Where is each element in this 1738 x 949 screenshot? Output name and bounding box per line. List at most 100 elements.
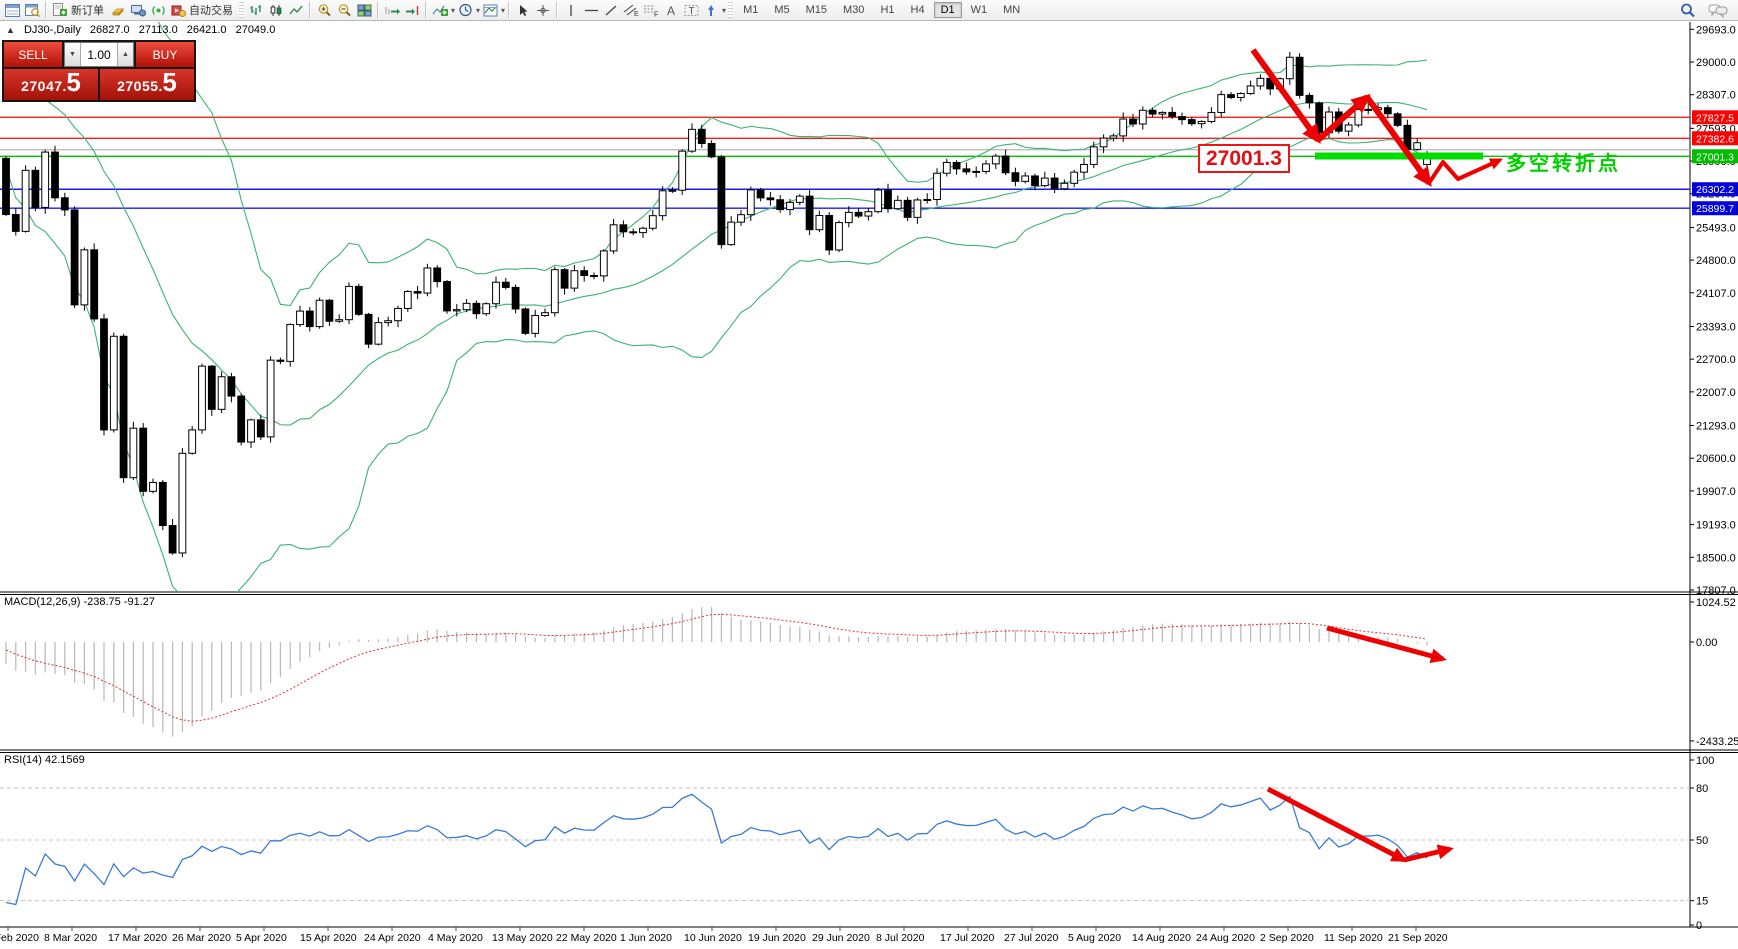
svg-text:11 Sep 2020: 11 Sep 2020 [1324,932,1383,944]
buy-price-main: 27055 [117,78,159,94]
svg-text:2 Sep 2020: 2 Sep 2020 [1260,932,1314,944]
volume-field: ▼ 1.00 ▲ [64,42,134,67]
svg-text:-2433.25: -2433.25 [1696,736,1738,748]
text-icon[interactable]: A [661,1,681,19]
svg-text:19 Jun 2020: 19 Jun 2020 [748,932,806,944]
tab-timeframe-D1[interactable]: D1 [933,2,962,18]
auto-trading-icon[interactable] [168,1,188,19]
svg-text:22700.0: 22700.0 [1696,354,1736,366]
text-label-icon[interactable]: T [681,1,701,19]
trendline-icon[interactable] [601,1,621,19]
svg-text:22007.0: 22007.0 [1696,387,1736,399]
volume-increase-button[interactable]: ▲ [117,43,133,66]
buy-price-button[interactable]: 27055 . 5 [100,69,194,100]
auto-trading-label[interactable]: 自动交易 [189,5,233,17]
svg-text:24 Aug 2020: 24 Aug 2020 [1196,932,1255,944]
svg-text:50: 50 [1696,835,1708,847]
arrows-tool-icon[interactable] [701,1,721,19]
sell-button[interactable]: SELL [4,42,62,67]
svg-text:5 Apr 2020: 5 Apr 2020 [236,932,287,944]
templates-icon[interactable] [480,1,500,19]
new-order-icon[interactable] [50,1,70,19]
crosshair-icon[interactable] [533,1,553,19]
svg-text:24800.0: 24800.0 [1696,255,1736,267]
svg-text:27 Jul 2020: 27 Jul 2020 [1004,932,1058,944]
svg-text:27382.6: 27382.6 [1696,133,1734,145]
market-watch-icon[interactable] [2,1,22,19]
svg-text:18500.0: 18500.0 [1696,552,1736,564]
tab-timeframe-W1[interactable]: W1 [970,4,988,16]
tab-timeframe-H1[interactable]: H1 [880,4,895,16]
svg-text:25899.7: 25899.7 [1696,203,1734,215]
zoom-out-icon[interactable] [334,1,354,19]
svg-text:17 Mar 2020: 17 Mar 2020 [108,932,167,944]
svg-text:21293.0: 21293.0 [1696,421,1736,433]
svg-text:19907.0: 19907.0 [1696,486,1736,498]
ohlc-close: 27049.0 [235,24,276,36]
templates-dropdown[interactable]: ▾ [501,5,506,15]
sell-price-button[interactable]: 27047 . 5 [4,69,98,100]
svg-text:24107.0: 24107.0 [1696,288,1736,300]
svg-text:4 May 2020: 4 May 2020 [428,932,483,944]
periods-icon[interactable] [455,1,475,19]
auto-scroll-icon[interactable] [382,1,402,19]
indicators-dropdown[interactable]: ▾ [451,5,456,15]
svg-text:0.00: 0.00 [1696,637,1717,649]
svg-text:19193.0: 19193.0 [1696,520,1736,532]
candle-mode-icon[interactable] [266,1,286,19]
signal-icon[interactable] [148,1,168,19]
indicators-icon[interactable] [430,1,450,19]
volume-input[interactable]: 1.00 [87,47,111,62]
toolbar: 新订单 自动交易 ▾ ▾ ▾ E F A T ▾ M1 M5 M15 M30 H1 H4 D [0,0,1738,21]
arrows-tool-dropdown[interactable]: ▾ [722,5,727,15]
tab-timeframe-M5[interactable]: M5 [774,4,790,16]
tab-timeframe-H4[interactable]: H4 [910,4,925,16]
tab-timeframe-M30[interactable]: M30 [843,4,865,16]
equidistant-channel-icon[interactable]: E [621,1,641,19]
trade-gold-icon[interactable] [108,1,128,19]
svg-text:A: A [667,4,675,17]
macd-label: MACD(12,26,9) -238.75 -91.27 [4,596,156,608]
price-callout[interactable]: 27001.3 [1198,144,1290,173]
turning-point-annotation[interactable]: 多空转折点 [1506,153,1621,175]
bar-chart-mode-icon[interactable] [246,1,266,19]
collapse-icon[interactable]: ▲ [6,25,15,35]
tab-timeframe-M15[interactable]: M15 [805,4,828,16]
svg-text:25493.0: 25493.0 [1696,222,1736,234]
buy-button[interactable]: BUY [136,42,194,67]
data-window-icon[interactable] [22,1,42,19]
svg-text:10 Jun 2020: 10 Jun 2020 [684,932,742,944]
svg-text:27 Feb 2020: 27 Feb 2020 [0,932,39,944]
horizontal-line-icon[interactable] [581,1,601,19]
svg-text:27001.3: 27001.3 [1696,151,1734,163]
svg-text:8 Mar 2020: 8 Mar 2020 [44,932,97,944]
zoom-in-icon[interactable] [314,1,334,19]
tab-timeframe-MN[interactable]: MN [1003,4,1021,16]
tab-timeframe-M1[interactable]: M1 [743,4,759,16]
svg-text:22 May 2020: 22 May 2020 [556,932,617,944]
chat-icon[interactable] [1708,1,1728,19]
fibonacci-icon[interactable]: F [641,1,661,19]
rsi-label: RSI(14) 42.1569 [4,754,85,766]
cursor-icon[interactable] [513,1,533,19]
vertical-line-icon[interactable] [561,1,581,19]
periods-dropdown[interactable]: ▾ [476,5,481,15]
svg-text:13 May 2020: 13 May 2020 [492,932,553,944]
svg-text:23393.0: 23393.0 [1696,321,1736,333]
svg-text:24 Apr 2020: 24 Apr 2020 [364,932,421,944]
chart-shift-icon[interactable] [402,1,422,19]
tile-windows-icon[interactable] [354,1,374,19]
svg-text:E: E [634,11,639,17]
line-mode-icon[interactable] [286,1,306,19]
volume-decrease-button[interactable]: ▼ [65,43,81,66]
svg-text:100: 100 [1696,755,1714,767]
terminal-icon[interactable] [128,1,148,19]
search-icon[interactable] [1678,1,1698,19]
svg-text:8 Jul 2020: 8 Jul 2020 [876,932,925,944]
new-order-label[interactable]: 新订单 [71,5,104,17]
svg-text:26 Mar 2020: 26 Mar 2020 [172,932,231,944]
one-click-trade-panel: SELL ▼ 1.00 ▲ BUY 27047 . 5 27055 . 5 [2,40,196,102]
buy-price-pip: 5 [162,67,177,97]
